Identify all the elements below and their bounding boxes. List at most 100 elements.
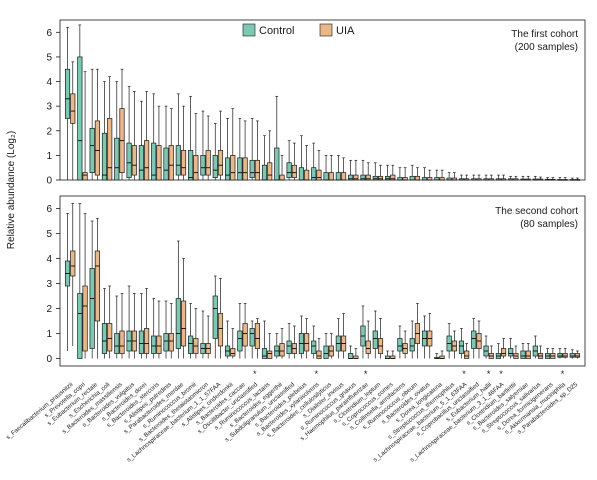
- top-box-control: [274, 95, 280, 181]
- box-body: [249, 328, 255, 347]
- top-box-uia: [476, 174, 482, 181]
- top-box-uia: [439, 169, 445, 181]
- bottom-box-control: [372, 310, 378, 359]
- box-body: [217, 150, 224, 176]
- bottom-box-uia: [402, 330, 408, 359]
- top-box-control: [434, 169, 440, 181]
- box-body: [311, 167, 317, 181]
- bottom-box-control: [446, 323, 452, 359]
- bottom-box-uia: [70, 203, 76, 346]
- box-body: [89, 127, 95, 173]
- box-body: [414, 175, 421, 181]
- box-body: [316, 350, 322, 359]
- top-box-uia: [464, 174, 470, 181]
- bottom-box-uia: [488, 345, 494, 359]
- top-box-control: [409, 164, 415, 181]
- box-body: [180, 150, 187, 176]
- bottom-box-uia: [168, 303, 174, 359]
- bottom-box-control: [434, 353, 440, 359]
- box-body: [323, 345, 329, 359]
- top-box-control: [348, 159, 354, 181]
- top-box-uia: [501, 174, 507, 181]
- top-box-control: [114, 81, 120, 181]
- bottom-box-control: [101, 288, 108, 359]
- box-body: [224, 157, 231, 181]
- bottom-box-control: [520, 343, 526, 359]
- box-body: [114, 333, 120, 354]
- bottom-box-control: [126, 285, 132, 359]
- bottom-box-control: [286, 323, 292, 359]
- top-box-uia: [513, 175, 519, 181]
- box-body: [397, 338, 403, 352]
- bottom-box-uia: [230, 328, 236, 359]
- top-box-uia: [144, 91, 150, 181]
- box-body: [261, 164, 268, 181]
- top-box-control: [163, 105, 169, 181]
- bottom-box-uia: [513, 345, 519, 359]
- bottom-box-control: [188, 303, 194, 359]
- bottom-box-uia: [205, 315, 211, 359]
- top-box-uia: [377, 164, 384, 181]
- box-body: [70, 93, 76, 124]
- bottom-box-control: [77, 203, 83, 359]
- top-box-control: [520, 175, 526, 181]
- box-body: [94, 250, 100, 322]
- box-body: [286, 162, 292, 178]
- bottom-box-uia: [501, 338, 507, 359]
- significance-star: *: [253, 369, 257, 379]
- box-body: [77, 56, 83, 181]
- bottom-box-uia: [353, 348, 359, 359]
- bottom-box-control: [249, 320, 255, 359]
- box-body: [94, 120, 100, 176]
- top-box-control: [298, 135, 304, 181]
- box-body: [286, 340, 292, 354]
- top-box-uia: [304, 145, 310, 181]
- box-body: [230, 155, 236, 181]
- bottom-box-uia: [427, 313, 433, 359]
- top-box-uia: [82, 71, 88, 181]
- box-body: [574, 353, 581, 358]
- box-body: [254, 323, 260, 349]
- top-box-control: [421, 167, 428, 181]
- legend: Control UIA: [242, 23, 355, 37]
- bottom-box-control: [298, 315, 304, 359]
- bottom-box-control: [458, 328, 465, 359]
- top-box-uia: [242, 120, 248, 181]
- top-box-uia: [230, 108, 236, 181]
- bottom-box-uia: [242, 303, 248, 359]
- box-body: [458, 340, 465, 354]
- top-box-control: [138, 100, 144, 181]
- top-box-control: [175, 93, 181, 180]
- box-body: [316, 169, 322, 181]
- bottom-box-uia: [94, 218, 100, 359]
- top-box-uia: [193, 113, 199, 181]
- bottom-panel-y-ticks: 0 1 2 3 4 5 6: [46, 204, 60, 365]
- box-body: [175, 145, 181, 176]
- top-box-uia: [550, 177, 556, 181]
- bottom-box-control: [175, 240, 181, 359]
- box-body: [353, 174, 359, 181]
- top-box-control: [188, 95, 194, 181]
- bottom-box-control: [360, 305, 366, 359]
- box-body: [304, 333, 310, 352]
- top-box-control: [200, 110, 206, 180]
- box-body: [557, 353, 563, 358]
- box-body: [237, 157, 243, 181]
- top-box-uia: [365, 162, 371, 181]
- box-body: [168, 145, 174, 181]
- top-box-uia: [316, 150, 322, 181]
- bottom-box-control: [508, 338, 514, 359]
- bottom-box-control: [64, 213, 71, 351]
- top-box-uia: [328, 155, 334, 181]
- box-body: [82, 172, 88, 181]
- box-body: [175, 298, 181, 349]
- top-box-uia: [451, 172, 457, 181]
- bottom-box-uia: [390, 350, 396, 359]
- top-box-uia: [279, 155, 285, 181]
- top-box-uia: [254, 120, 260, 181]
- legend-swatch-control: [242, 23, 256, 37]
- top-box-control: [224, 118, 231, 181]
- top-box-control: [311, 142, 317, 181]
- significance-star: *: [561, 369, 565, 379]
- bottom-box-control: [385, 350, 391, 359]
